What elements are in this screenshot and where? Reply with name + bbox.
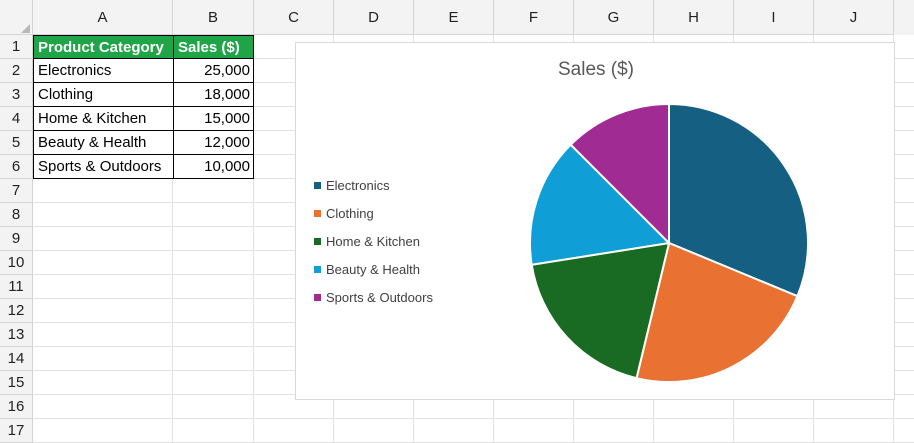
row-header-14[interactable]: 14 [0,347,33,371]
row-header-17[interactable]: 17 [0,419,33,443]
select-all-triangle-icon [21,24,30,33]
cell-category[interactable]: Beauty & Health [33,131,174,155]
grid-row-line [33,418,914,419]
column-header-a[interactable]: A [33,0,173,35]
select-all-corner[interactable] [0,0,33,35]
legend-label: Sports & Outdoors [326,290,433,305]
pie-slice-electronics[interactable] [668,102,809,298]
cell-category[interactable]: Sports & Outdoors [33,155,174,179]
cell-category[interactable]: Clothing [33,83,174,107]
legend-swatch [314,266,321,273]
cell-sales[interactable]: 25,000 [173,59,254,83]
cell-category[interactable]: Home & Kitchen [33,107,174,131]
column-header-e[interactable]: E [414,0,494,35]
pie-slice-clothing[interactable] [635,241,799,383]
column-header-i[interactable]: I [734,0,814,35]
legend-swatch [314,294,321,301]
legend-item[interactable]: Clothing [314,206,374,222]
pie-slice-beauty-health[interactable] [529,143,672,266]
legend-item[interactable]: Beauty & Health [314,262,420,278]
row-header-8[interactable]: 8 [0,203,33,227]
cell-category[interactable]: Electronics [33,59,174,83]
row-header-1[interactable]: 1 [0,35,33,59]
row-header-7[interactable]: 7 [0,179,33,203]
row-header-13[interactable]: 13 [0,323,33,347]
legend-swatch [314,182,321,189]
grid-col-line [172,35,173,442]
legend-label: Electronics [326,178,390,193]
row-header-12[interactable]: 12 [0,299,33,323]
row-header-9[interactable]: 9 [0,227,33,251]
row-header-11[interactable]: 11 [0,275,33,299]
legend-swatch [314,238,321,245]
pie-slice-home-kitchen[interactable] [530,241,671,380]
column-header-d[interactable]: D [334,0,414,35]
cell-sales[interactable]: 10,000 [173,155,254,179]
header-cell-sales[interactable]: Sales ($) [173,35,254,59]
pie-plot-area [529,102,809,383]
legend-label: Home & Kitchen [326,234,420,249]
row-header-6[interactable]: 6 [0,155,33,179]
column-header-j[interactable]: J [814,0,894,35]
header-cell-product-category[interactable]: Product Category [33,35,174,59]
column-header-f[interactable]: F [494,0,574,35]
pie-chart[interactable]: Sales ($) Electronics Clothing Home & Kitc… [295,42,895,400]
row-header-15[interactable]: 15 [0,371,33,395]
legend-item[interactable]: Electronics [314,178,390,194]
chart-title: Sales ($) [557,59,635,80]
legend-swatch [314,210,321,217]
legend-label: Beauty & Health [326,262,420,277]
row-header-3[interactable]: 3 [0,83,33,107]
row-header-5[interactable]: 5 [0,131,33,155]
legend-label: Clothing [326,206,374,221]
grid-col-line [253,35,254,442]
legend-item[interactable]: Home & Kitchen [314,234,420,250]
row-header-16[interactable]: 16 [0,395,33,419]
column-header-h[interactable]: H [654,0,734,35]
row-header-2[interactable]: 2 [0,59,33,83]
legend-item[interactable]: Sports & Outdoors [314,290,433,306]
column-header-g[interactable]: G [574,0,654,35]
row-header-4[interactable]: 4 [0,107,33,131]
column-header-b[interactable]: B [173,0,254,35]
cell-sales[interactable]: 15,000 [173,107,254,131]
column-header-c[interactable]: C [254,0,334,35]
cell-sales[interactable]: 18,000 [173,83,254,107]
pie-slice-sports-outdoors[interactable] [569,102,670,246]
row-header-10[interactable]: 10 [0,251,33,275]
cell-sales[interactable]: 12,000 [173,131,254,155]
